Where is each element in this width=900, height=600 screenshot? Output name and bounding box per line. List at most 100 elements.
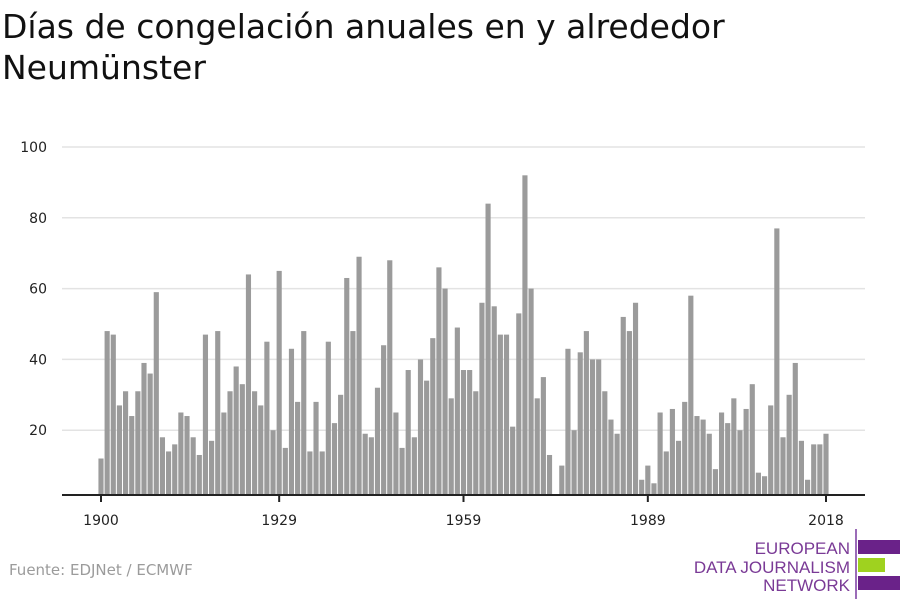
logo-line-3: NETWORK: [763, 576, 850, 595]
bar-1933: [301, 331, 307, 495]
bar-1966: [503, 334, 510, 495]
bar-1990: [651, 483, 657, 495]
bar-1946: [381, 345, 387, 495]
bar-2018: [823, 433, 829, 495]
bar-1943: [362, 433, 368, 495]
bar-2006: [749, 384, 755, 495]
logo-line-2: DATA JOURNALISM: [693, 558, 850, 577]
bar-1953: [424, 380, 430, 495]
bar-2000: [712, 469, 718, 495]
bar-2009: [768, 405, 774, 495]
bar-2012: [786, 394, 792, 495]
bar-2016: [811, 444, 817, 495]
bar-1925: [252, 391, 258, 495]
bar-1941: [350, 331, 356, 495]
title-line-2: Neumünster: [2, 48, 206, 87]
bar-1979: [583, 331, 589, 495]
bar-1956: [442, 288, 448, 495]
bar-1902: [110, 334, 116, 495]
bar-1989: [645, 465, 651, 495]
bar-2002: [725, 423, 731, 495]
bar-2015: [804, 479, 811, 495]
logo-divider: [855, 529, 857, 599]
bar-1927: [264, 341, 270, 495]
bar-1957: [448, 398, 454, 495]
bar-1984: [614, 433, 620, 495]
bar-2013: [792, 362, 798, 495]
bar-1967: [510, 426, 516, 495]
bar-1951: [411, 437, 417, 495]
bar-1916: [196, 454, 202, 495]
bar-1904: [123, 391, 129, 495]
bar-1955: [436, 267, 442, 495]
bar-1993: [669, 408, 675, 495]
bar-1924: [245, 274, 252, 495]
bar-2005: [743, 408, 749, 495]
bar-1938: [331, 423, 338, 495]
bar-1969: [522, 175, 528, 495]
bars: [98, 175, 829, 496]
bar-1982: [602, 391, 608, 495]
bar-1945: [374, 387, 381, 495]
x-tick-label: 1900: [83, 513, 119, 529]
bar-2011: [780, 437, 786, 495]
bar-1977: [571, 430, 577, 495]
bar-1940: [344, 277, 350, 495]
bar-1986: [626, 331, 632, 495]
bar-1995: [682, 401, 688, 495]
bar-1944: [368, 437, 374, 495]
bar-1998: [700, 419, 706, 495]
logo-bar-green: [858, 558, 885, 572]
logo-bar-purple-bottom: [858, 576, 900, 590]
bar-1914: [184, 416, 190, 495]
bar-1935: [313, 401, 319, 495]
bar-1922: [233, 366, 239, 495]
logo-line-1: EUROPEAN: [754, 539, 850, 558]
y-tick-label: 40: [29, 352, 47, 368]
bar-1988: [639, 479, 645, 495]
bar-1965: [497, 334, 503, 495]
bar-1970: [528, 288, 534, 495]
y-tick-labels: 20 40 60 80 100: [20, 140, 47, 439]
bar-1961: [473, 391, 479, 495]
bar-2017: [817, 444, 823, 495]
bar-1907: [141, 362, 147, 495]
x-axis: 1900 1929 1959 1989 2018: [62, 494, 865, 529]
bar-1987: [632, 302, 639, 495]
bar-1991: [657, 412, 663, 495]
bar-1909: [153, 292, 159, 495]
bar-1920: [221, 412, 227, 495]
chart-title: Días de congelación anuales en y alreded…: [2, 6, 882, 88]
bar-1962: [479, 302, 485, 495]
bar-1980: [589, 359, 596, 495]
bar-1964: [491, 306, 497, 495]
bar-1976: [565, 348, 571, 495]
bar-1968: [516, 313, 522, 495]
y-tick-label: 80: [29, 211, 47, 227]
bar-1930: [282, 447, 288, 495]
x-tick-label: 1929: [261, 513, 297, 529]
bar-1936: [319, 451, 325, 495]
bar-1931: [288, 348, 295, 495]
bar-1918: [209, 440, 215, 495]
bar-1921: [227, 391, 233, 495]
bar-1926: [258, 405, 264, 495]
bar-1939: [338, 394, 344, 495]
bar-2014: [798, 440, 804, 495]
bar-1978: [577, 352, 583, 495]
bar-1992: [663, 451, 669, 495]
bar-2008: [761, 476, 768, 495]
bar-1949: [399, 447, 405, 495]
bar-1954: [430, 338, 436, 495]
y-tick-label: 100: [20, 140, 47, 156]
bar-1975: [559, 465, 565, 495]
bar-1959: [460, 370, 467, 495]
x-tick-label: 2018: [808, 513, 844, 529]
bar-1947: [387, 260, 393, 495]
bar-1985: [620, 316, 626, 495]
bar-1906: [135, 391, 141, 495]
bar-1948: [393, 412, 399, 495]
bar-1915: [190, 437, 196, 495]
bar-1996: [688, 295, 694, 495]
